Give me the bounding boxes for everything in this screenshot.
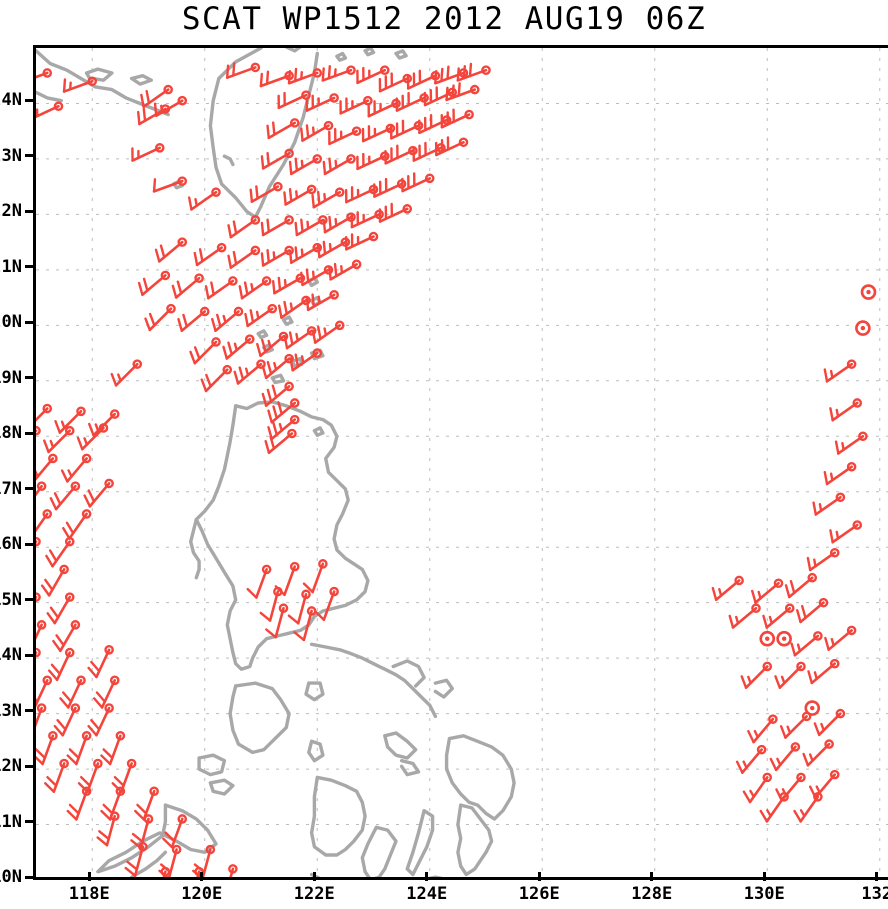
wind-barb-layer: [36, 62, 877, 877]
x-axis-tick: [875, 872, 879, 881]
y-axis-label: 11N: [0, 811, 22, 832]
x-axis-tick: [537, 872, 541, 881]
y-axis-tick: [25, 320, 34, 324]
x-axis-tick: [200, 872, 204, 881]
grid-layer: [36, 48, 888, 877]
y-axis-label: 13N: [0, 700, 22, 721]
y-axis-tick: [25, 764, 34, 768]
y-axis-tick: [25, 653, 34, 657]
x-axis-label: 122E: [293, 884, 335, 904]
y-axis-label: 24N: [0, 90, 22, 111]
x-axis-label: 126E: [518, 884, 560, 904]
y-axis-label: 20N: [0, 312, 22, 333]
y-axis-label: 10N: [0, 867, 22, 887]
chart-title: SCAT WP1512 2012 AUG19 06Z: [181, 1, 707, 37]
y-axis-tick: [25, 542, 34, 546]
x-axis-label: 118E: [68, 884, 110, 904]
coastline-layer: [36, 48, 516, 877]
x-axis-label: 128E: [631, 884, 673, 904]
x-axis-label: 124E: [406, 884, 448, 904]
y-axis-tick: [25, 709, 34, 713]
y-axis-label: 18N: [0, 423, 22, 444]
y-axis-label: 21N: [0, 256, 22, 277]
x-axis-tick: [87, 872, 91, 881]
y-axis-tick: [25, 875, 34, 879]
y-axis-tick: [25, 376, 34, 380]
plot-area: [33, 45, 888, 880]
y-axis-label: 15N: [0, 589, 22, 610]
x-axis-tick: [762, 872, 766, 881]
y-axis-tick: [25, 431, 34, 435]
y-axis-label: 23N: [0, 145, 22, 166]
x-axis-tick: [312, 872, 316, 881]
y-axis-tick: [25, 820, 34, 824]
y-axis-tick: [25, 598, 34, 602]
x-axis-tick: [425, 872, 429, 881]
y-axis-tick: [25, 487, 34, 491]
plot-canvas: [36, 48, 888, 877]
y-axis-label: 12N: [0, 756, 22, 777]
x-axis-label: 132: [861, 884, 888, 904]
y-axis-label: 22N: [0, 201, 22, 222]
y-axis-label: 19N: [0, 367, 22, 388]
y-axis-label: 14N: [0, 645, 22, 666]
y-axis-tick: [25, 154, 34, 158]
x-axis-label: 130E: [743, 884, 785, 904]
x-axis-label: 120E: [181, 884, 223, 904]
y-axis-label: 16N: [0, 534, 22, 555]
y-axis-tick: [25, 98, 34, 102]
y-axis-tick: [25, 265, 34, 269]
x-axis-tick: [650, 872, 654, 881]
y-axis-label: 17N: [0, 478, 22, 499]
y-axis-tick: [25, 209, 34, 213]
